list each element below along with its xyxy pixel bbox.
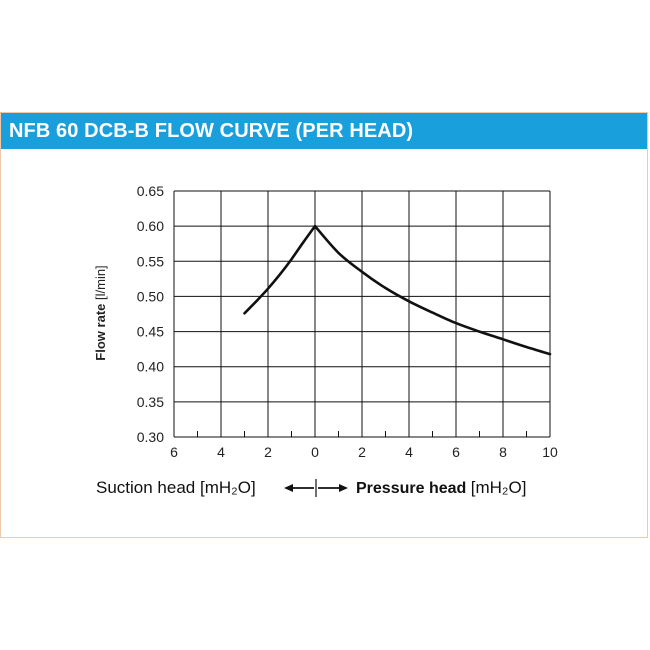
y-axis-label: Flow rate [l/min] [93, 265, 108, 360]
x-tick-label: 6 [170, 444, 178, 460]
right-arrow-icon [339, 484, 348, 492]
x-tick-label: 4 [405, 444, 413, 460]
x-tick-label: 2 [358, 444, 366, 460]
pressure-head-unit: [mH₂O] [471, 478, 527, 497]
x-tick-label: 6 [452, 444, 460, 460]
title-bar: NFB 60 DCB-B FLOW CURVE (PER HEAD) [1, 113, 647, 149]
y-tick-label: 0.45 [137, 324, 164, 340]
y-tick-label: 0.35 [137, 394, 164, 410]
y-tick-label: 0.30 [137, 429, 164, 445]
y-tick-label: 0.40 [137, 359, 164, 375]
chart-title: NFB 60 DCB-B FLOW CURVE (PER HEAD) [9, 120, 414, 142]
x-tick-label: 0 [311, 444, 319, 460]
flow-curve-suction [243, 224, 317, 315]
y-tick-label: 0.60 [137, 218, 164, 234]
x-tick-label: 10 [542, 444, 558, 460]
y-axis-label-unit: [l/min] [93, 265, 108, 303]
pressure-head-label-bold: Pressure head [356, 480, 471, 497]
y-axis-label-text: Flow rate [93, 304, 108, 361]
y-tick-label: 0.65 [137, 183, 164, 199]
y-tick-label: 0.55 [137, 253, 164, 269]
flow-curve-pressure [313, 224, 552, 356]
x-tick-label: 4 [217, 444, 225, 460]
left-arrow-icon [284, 484, 293, 492]
x-tick-label: 2 [264, 444, 272, 460]
pressure-head-label: Pressure head [mH₂O] [356, 478, 526, 497]
y-tick-label: 0.50 [137, 288, 164, 304]
chart-panel: NFB 60 DCB-B FLOW CURVE (PER HEAD) [0, 112, 648, 538]
x-tick-label: 8 [499, 444, 507, 460]
suction-head-label: Suction head [mH₂O] [96, 478, 256, 497]
